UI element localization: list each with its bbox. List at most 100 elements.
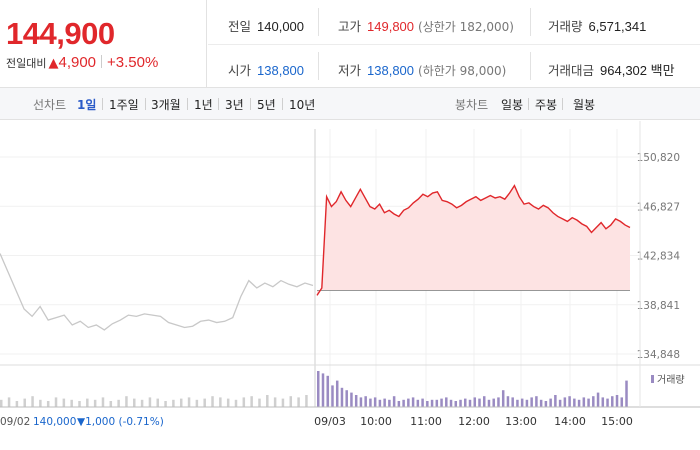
x-axis: 09/03 10:00 11:00 12:00 13:00 14:00 15:00 (314, 415, 633, 428)
volume-bars (0, 371, 628, 407)
tab-10year[interactable]: 10년 (289, 98, 316, 112)
open-value: 138,800 (257, 63, 305, 78)
volume-bar (203, 398, 206, 407)
volume-bar (445, 397, 448, 407)
candle-chart-label: 봉차트 (455, 98, 489, 112)
volume-bar (525, 399, 529, 407)
volume-bar (530, 397, 533, 407)
volume-bar (93, 399, 97, 407)
volume-bar (478, 398, 481, 407)
prev-close-label: 전일 (228, 19, 252, 34)
tab-3year[interactable]: 3년 (225, 98, 244, 112)
y-tick-label: 146,827 (637, 201, 680, 213)
volume-bar (289, 396, 293, 407)
prev-day-change: ▼1,000 (-0.71%) (77, 416, 164, 428)
x-tick-label: 09/03 (314, 415, 346, 428)
y-tick-label: 138,841 (637, 300, 680, 312)
trade-amount-label: 거래대금 (548, 63, 595, 78)
divider (145, 98, 146, 110)
volume-bar (464, 398, 467, 407)
high-label: 고가 (338, 19, 362, 34)
prev-day-date: 09/02 (0, 416, 30, 428)
volume-bar (101, 397, 105, 407)
volume-bar (449, 399, 453, 407)
volume-bar (402, 399, 405, 407)
volume-bar (554, 395, 557, 407)
tab-1year[interactable]: 1년 (194, 98, 213, 112)
volume-bar (549, 398, 552, 407)
volume-bar (140, 399, 144, 407)
prev-close-value: 140,000 (257, 19, 305, 34)
volume-bar (563, 397, 567, 407)
volume-bar (39, 399, 42, 407)
previous-day-series (0, 253, 314, 331)
up-triangle-icon: ▲ (48, 56, 59, 71)
volume-bar (273, 397, 277, 407)
volume-bar (520, 398, 524, 407)
volume-bar (266, 395, 269, 407)
upper-limit: (상한가 182,000) (418, 20, 514, 34)
divider (187, 98, 188, 110)
volume-bar (454, 401, 458, 407)
volume-bar (487, 399, 491, 407)
period-bar: 선차트 1일 1주일 3개월 1년 3년 5년 10년 봉차트 일봉 주봉 월봉 (0, 88, 700, 120)
volume-bar (195, 399, 199, 407)
volume-bar (369, 398, 372, 407)
volume-bar (54, 397, 58, 407)
open-label: 시가 (228, 63, 252, 78)
volume-bar (497, 397, 500, 407)
volume-bar (354, 395, 358, 407)
lower-limit: (하한가 98,000) (418, 64, 507, 78)
prev-close: 전일 140,000 (228, 16, 304, 35)
tab-5year[interactable]: 5년 (257, 98, 276, 112)
volume-bar (482, 396, 486, 407)
previous-day-price-line (0, 253, 314, 331)
volume-bar (596, 392, 600, 407)
volume-bar (335, 380, 339, 407)
tab-daily-candle[interactable]: 일봉 (501, 98, 524, 112)
price-box: 144,900 전일대비 ▲4,900 +3.50% (0, 0, 207, 88)
volume-bar (331, 385, 334, 407)
low-label: 저가 (338, 63, 362, 78)
high-value: 149,800 (367, 19, 415, 34)
volume-bar (373, 397, 377, 407)
divider (318, 52, 319, 80)
volume-bar (421, 398, 424, 407)
volume-value: 6,571,341 (588, 19, 647, 34)
volume-bar (383, 398, 386, 407)
volume-bar (625, 380, 628, 407)
volume-bar (615, 395, 619, 407)
tab-3month[interactable]: 3개월 (151, 98, 181, 112)
tab-monthly-candle[interactable]: 월봉 (573, 98, 596, 112)
volume-bar (242, 397, 246, 407)
volume-bar (620, 397, 624, 407)
volume-bar (46, 401, 50, 407)
volume-bar (70, 399, 73, 407)
y-tick-label: 142,834 (637, 251, 681, 263)
volume-bar (31, 396, 34, 407)
tab-weekly-candle[interactable]: 주봉 (535, 98, 558, 112)
change-amount: 4,900 (58, 54, 97, 71)
volume-bar (117, 399, 120, 407)
volume-bar (440, 398, 443, 407)
divider (102, 98, 103, 110)
volume-bar (407, 398, 410, 407)
volume-bar (234, 399, 238, 407)
volume-bar (156, 398, 159, 407)
volume-bar (577, 399, 581, 407)
divider (101, 55, 103, 68)
tab-1day[interactable]: 1일 (77, 98, 97, 112)
volume-bar (364, 396, 367, 407)
volume-bar (473, 397, 476, 407)
x-tick-label: 12:00 (458, 415, 490, 428)
volume-bar (388, 399, 391, 407)
volume-bar (359, 397, 363, 407)
volume-bar (164, 401, 167, 407)
volume-bar (321, 373, 325, 407)
tab-1week[interactable]: 1주일 (109, 98, 139, 112)
volume-bar (459, 399, 462, 407)
volume-bar (62, 398, 66, 407)
volume-bar (133, 398, 136, 407)
open-price: 시가 138,800 (228, 60, 304, 79)
